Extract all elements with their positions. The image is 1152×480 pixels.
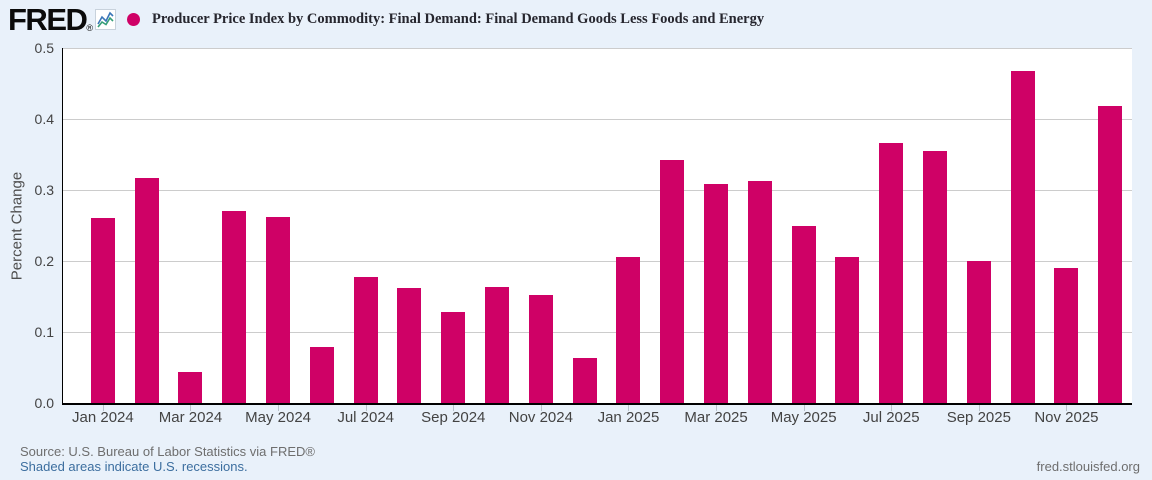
x-tick-label: Jul 2025 xyxy=(862,409,920,426)
x-tick-label: Sep 2025 xyxy=(946,409,1011,426)
category-band xyxy=(913,48,957,403)
bar-jul-2024[interactable] xyxy=(353,277,378,403)
category-band xyxy=(475,48,519,403)
x-axis-tick xyxy=(102,405,104,411)
bar-aug-2025[interactable] xyxy=(923,150,948,403)
category-band xyxy=(125,48,169,403)
category-band xyxy=(563,48,607,403)
x-axis-tick xyxy=(978,405,980,411)
y-tick-label: 0.2 xyxy=(34,253,54,269)
bar-dec-2024[interactable] xyxy=(572,357,597,403)
x-tick-label: Mar 2025 xyxy=(684,409,748,426)
gridline xyxy=(63,332,1132,333)
bar-aug-2024[interactable] xyxy=(397,287,422,403)
gridline xyxy=(63,190,1132,191)
category-band xyxy=(1088,48,1132,403)
bar-feb-2024[interactable] xyxy=(134,177,159,403)
x-axis-tick xyxy=(540,405,542,411)
x-tick-label: Jan 2024 xyxy=(72,409,134,426)
bar-may-2025[interactable] xyxy=(791,226,816,403)
fred-site-link[interactable]: fred.stlouisfed.org xyxy=(1036,459,1140,474)
y-axis-labels: 0.5 0.4 0.3 0.2 0.1 0.0 xyxy=(0,40,54,411)
category-band: May 2024 xyxy=(245,48,311,426)
x-axis-tick xyxy=(803,405,805,411)
x-axis-tick xyxy=(716,405,718,411)
gridline xyxy=(63,261,1132,262)
bar-oct-2025[interactable] xyxy=(1010,70,1035,403)
x-axis-tick xyxy=(1066,405,1068,411)
registered-mark: ® xyxy=(86,23,94,33)
category-band: May 2025 xyxy=(771,48,837,426)
bar-feb-2025[interactable] xyxy=(660,160,685,403)
category-band xyxy=(650,48,694,403)
bar-sep-2025[interactable] xyxy=(966,261,991,403)
bar-jun-2024[interactable] xyxy=(309,346,334,403)
category-band: Sep 2024 xyxy=(421,48,485,426)
category-band xyxy=(826,48,870,403)
bar-oct-2024[interactable] xyxy=(485,286,510,403)
x-tick-label: Nov 2024 xyxy=(508,409,573,426)
x-tick-label: Sep 2024 xyxy=(421,409,486,426)
category-band: Mar 2025 xyxy=(684,48,748,426)
fred-logo: FRED ® xyxy=(8,2,117,37)
bar-apr-2024[interactable] xyxy=(222,211,247,403)
x-axis-tick xyxy=(628,405,630,411)
category-band: Jan 2025 xyxy=(598,48,659,426)
y-tick-label: 0.5 xyxy=(34,40,54,56)
category-band: Jul 2024 xyxy=(337,48,394,426)
x-axis-tick xyxy=(453,405,455,411)
x-tick-label: Jul 2024 xyxy=(337,409,395,426)
x-axis-tick xyxy=(365,405,367,411)
x-tick-label: Mar 2024 xyxy=(158,409,223,426)
bar-nov-2025[interactable] xyxy=(1054,268,1079,403)
x-tick-label: Nov 2025 xyxy=(1034,409,1099,426)
source-text: Source: U.S. Bureau of Labor Statistics … xyxy=(20,444,315,459)
y-tick-label: 0.4 xyxy=(34,111,54,127)
x-axis-tick xyxy=(891,405,893,411)
category-band xyxy=(388,48,432,403)
bar-sep-2024[interactable] xyxy=(441,312,466,403)
bar-jun-2025[interactable] xyxy=(835,256,860,403)
x-tick-label: May 2024 xyxy=(245,409,312,426)
bar-jul-2025[interactable] xyxy=(879,143,904,403)
gridline xyxy=(63,48,1132,49)
plot-area: Jan 2024 Mar 2024 May 2024 Jul 2024 Sep 2024… xyxy=(62,48,1132,426)
x-tick-label: Jan 2025 xyxy=(597,409,660,426)
category-band: Nov 2024 xyxy=(509,48,573,426)
bars-container: Jan 2024 Mar 2024 May 2024 Jul 2024 Sep 2024… xyxy=(72,48,1132,426)
y-tick-label: 0.3 xyxy=(34,182,54,198)
category-band: Jan 2024 xyxy=(72,48,134,426)
y-tick-label: 0.0 xyxy=(34,395,54,411)
series-legend-dot-icon xyxy=(127,13,140,26)
bar-nov-2024[interactable] xyxy=(528,295,553,403)
fred-logo-text: FRED xyxy=(8,2,88,37)
category-band xyxy=(738,48,782,403)
x-axis-tick xyxy=(278,405,280,411)
bar-dec-2025[interactable] xyxy=(1098,105,1123,403)
y-tick-label: 0.1 xyxy=(34,324,54,340)
chart-title: Producer Price Index by Commodity: Final… xyxy=(152,11,765,27)
x-axis-tick xyxy=(190,405,192,411)
category-band: Mar 2024 xyxy=(159,48,222,426)
x-tick-label: May 2025 xyxy=(770,409,837,426)
bar-jan-2024[interactable] xyxy=(90,217,115,403)
bar-jan-2025[interactable] xyxy=(616,256,641,403)
fred-logo-chart-icon xyxy=(95,9,117,35)
category-band: Jul 2025 xyxy=(863,48,920,426)
recession-note-link[interactable]: Shaded areas indicate U.S. recessions. xyxy=(20,459,248,474)
gridline xyxy=(63,119,1132,120)
category-band: Sep 2025 xyxy=(947,48,1011,426)
category-band xyxy=(300,48,344,403)
category-band xyxy=(1001,48,1045,403)
bar-may-2024[interactable] xyxy=(266,216,291,403)
category-band xyxy=(212,48,256,403)
bar-mar-2024[interactable] xyxy=(178,371,203,403)
bar-apr-2025[interactable] xyxy=(747,180,772,403)
bar-mar-2025[interactable] xyxy=(704,183,729,403)
category-band: Nov 2025 xyxy=(1034,48,1099,426)
